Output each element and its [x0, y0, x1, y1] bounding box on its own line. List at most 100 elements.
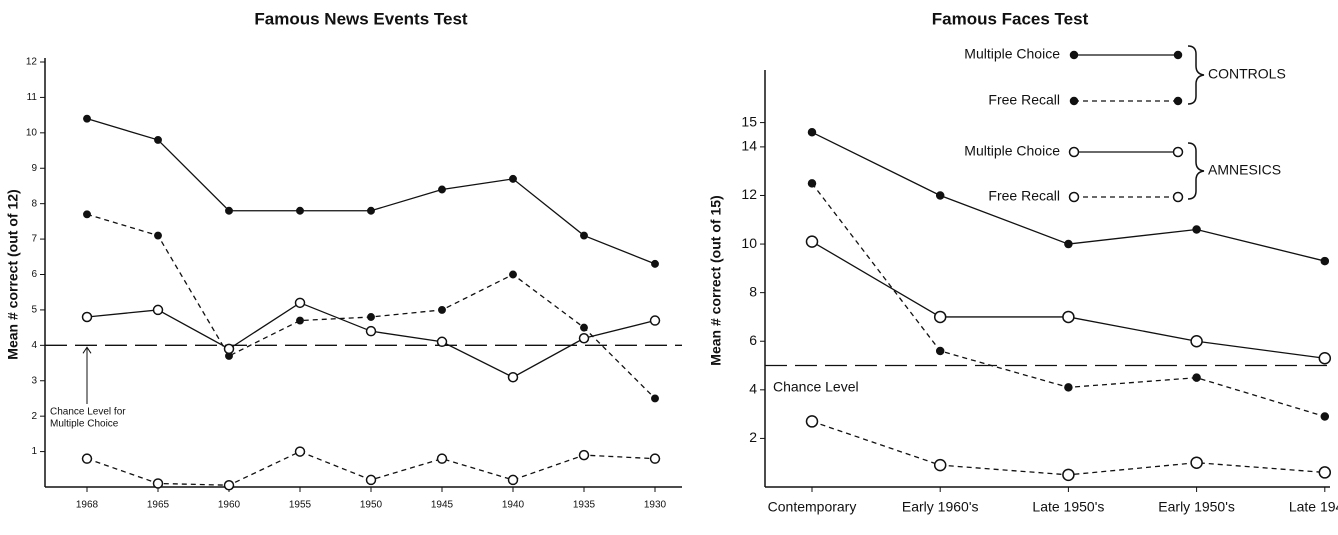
legend-marker: [1068, 146, 1080, 158]
y-tick-label: 10: [741, 235, 757, 251]
data-point: [223, 479, 235, 491]
data-point: [436, 453, 448, 464]
legend-group: AMNESICS: [1208, 162, 1281, 178]
legend-marker: [1172, 191, 1184, 203]
chance-label: Multiple Choice: [50, 419, 119, 430]
y-tick-label: 7: [31, 234, 37, 245]
data-point: [223, 343, 235, 355]
data-point: [509, 270, 517, 279]
chart-title: Famous News Events Test: [254, 9, 468, 28]
data-point: [367, 313, 375, 321]
data-point: [225, 206, 233, 215]
x-tick-label: 1940: [502, 500, 525, 511]
data-point: [81, 453, 93, 464]
y-tick-label: 2: [749, 429, 757, 445]
y-tick-label: 8: [31, 198, 37, 209]
legend-marker: [1069, 96, 1079, 106]
legend-group: CONTROLS: [1208, 66, 1286, 82]
x-tick-label: Early 1950's: [1158, 499, 1235, 515]
data-point: [1320, 412, 1330, 421]
data-point: [83, 114, 91, 123]
data-point: [807, 128, 817, 137]
data-point: [365, 474, 377, 486]
brace: [1187, 45, 1205, 105]
series-line: [86, 118, 656, 265]
legend-marker: [1069, 50, 1079, 60]
data-point: [507, 474, 519, 486]
data-point: [1064, 239, 1073, 249]
y-tick-label: 5: [31, 305, 37, 316]
y-tick-label: 6: [31, 269, 37, 280]
x-tick-label: Contemporary: [768, 499, 857, 515]
data-point: [1318, 351, 1332, 365]
y-tick-label: 9: [31, 163, 37, 174]
data-point: [649, 453, 661, 464]
data-point: [1192, 225, 1201, 234]
data-point: [154, 135, 162, 144]
arrow: [82, 346, 92, 404]
data-point: [1062, 468, 1075, 482]
data-point: [83, 210, 91, 219]
x-tick-label: 1960: [218, 500, 241, 511]
y-tick-label: 14: [741, 138, 757, 154]
legend-marker: [1172, 146, 1184, 158]
data-point: [296, 206, 304, 215]
data-point: [509, 174, 517, 183]
y-tick-label: 6: [749, 332, 757, 348]
x-tick-label: 1955: [289, 500, 312, 511]
data-point: [294, 446, 306, 457]
data-point: [1190, 334, 1203, 348]
data-point: [935, 346, 945, 356]
legend-label: Multiple Choice: [964, 143, 1060, 159]
y-tick-label: 2: [31, 411, 37, 422]
y-tick-label: 15: [741, 113, 757, 129]
x-tick-label: Late 1940's: [1289, 499, 1338, 515]
data-point: [580, 231, 588, 240]
legend-marker: [1173, 50, 1183, 60]
legend-marker: [1173, 96, 1183, 106]
data-point: [578, 449, 590, 461]
data-point: [152, 304, 164, 316]
data-point: [1190, 456, 1203, 469]
y-axis-label: Mean # correct (out of 12): [5, 189, 21, 359]
data-point: [651, 259, 659, 268]
data-point: [152, 478, 164, 489]
brace: [1187, 142, 1205, 200]
series-line: [86, 213, 656, 399]
y-tick-label: 4: [749, 381, 757, 397]
y-tick-label: 1: [31, 446, 37, 457]
data-point: [1062, 310, 1075, 324]
data-point: [81, 311, 93, 323]
data-point: [507, 371, 519, 383]
data-point: [805, 235, 819, 248]
legend-label: Multiple Choice: [964, 46, 1060, 62]
series-line: [811, 241, 1325, 359]
y-tick-label: 10: [26, 127, 38, 138]
data-point: [935, 191, 945, 200]
y-tick-label: 12: [26, 57, 38, 68]
y-tick-label: 11: [27, 92, 38, 103]
x-tick-label: 1965: [147, 500, 170, 511]
x-tick-label: 1968: [76, 500, 99, 511]
x-tick-label: 1935: [573, 500, 596, 511]
x-tick-label: Early 1960's: [902, 499, 979, 515]
x-tick-label: 1945: [431, 500, 454, 511]
y-tick-label: 8: [749, 283, 757, 299]
chance-label: Chance Level: [773, 379, 859, 395]
data-point: [651, 394, 659, 403]
data-point: [294, 297, 306, 309]
chart-title: Famous Faces Test: [932, 9, 1089, 28]
x-tick-label: 1950: [360, 500, 383, 511]
data-point: [1318, 466, 1332, 479]
legend-label: Free Recall: [988, 92, 1060, 108]
data-point: [296, 316, 304, 325]
data-point: [807, 179, 817, 188]
data-point: [1192, 373, 1201, 382]
y-tick-label: 3: [31, 375, 37, 386]
x-tick-label: Late 1950's: [1032, 499, 1104, 515]
legend-marker: [1068, 191, 1080, 203]
series-line: [811, 182, 1325, 418]
data-point: [438, 305, 446, 314]
x-tick-label: 1930: [644, 500, 667, 511]
